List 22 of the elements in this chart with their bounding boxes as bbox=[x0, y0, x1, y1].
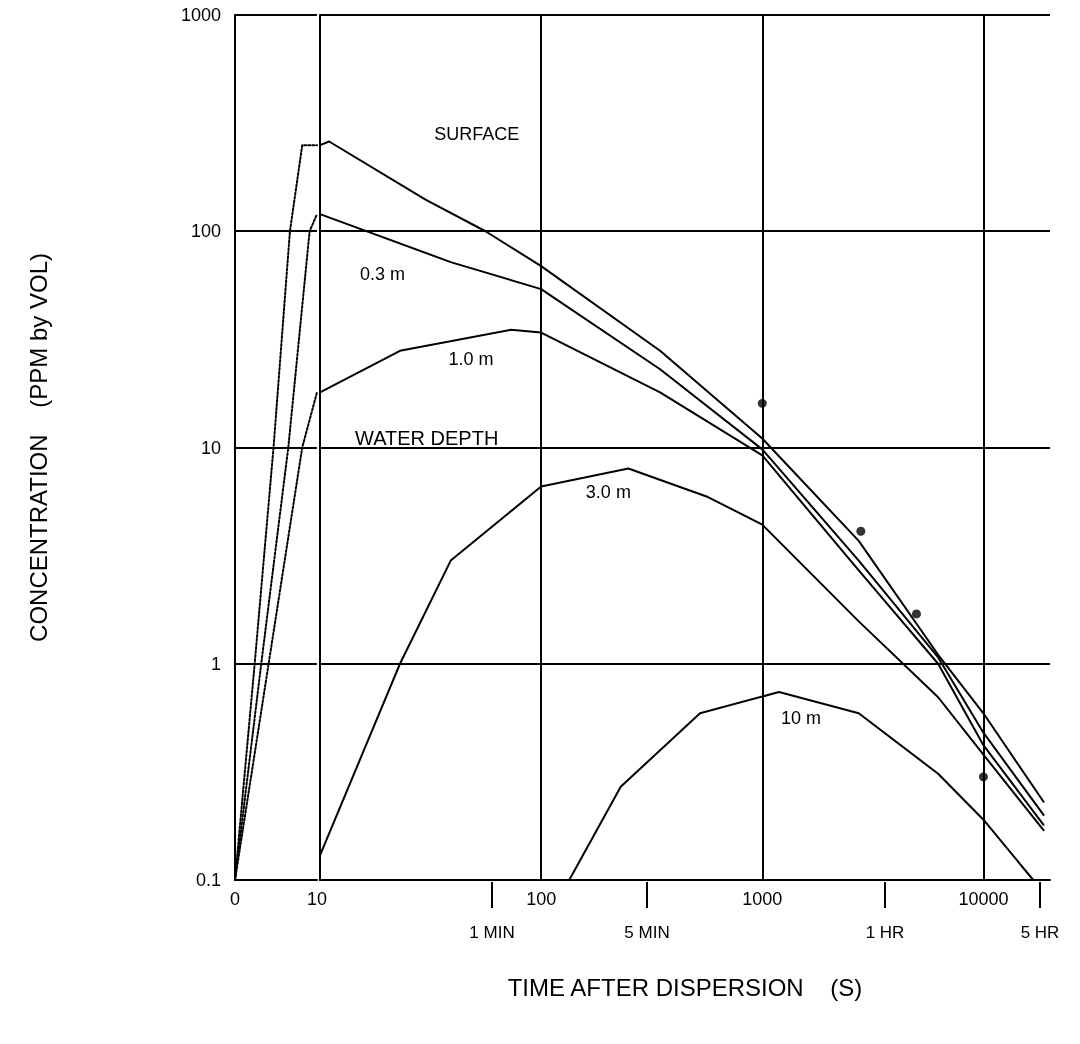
text: 1 MIN bbox=[469, 922, 515, 942]
x-axis-title: TIME AFTER DISPERSION (S) bbox=[507, 973, 863, 1001]
y-tick-label: 1 bbox=[210, 653, 221, 674]
x-tick-label: 0 bbox=[229, 889, 241, 909]
x-tick-label: 10 bbox=[306, 889, 327, 909]
series-label: 10 m bbox=[780, 708, 822, 729]
text: 5 MIN bbox=[624, 922, 670, 942]
x-tick-label: 10000 bbox=[958, 889, 1009, 909]
series-label: 3.0 m bbox=[585, 482, 631, 503]
series-label: 0.3 m bbox=[360, 264, 406, 285]
x-tick-label: 1000 bbox=[742, 889, 783, 909]
annotation: WATER DEPTH bbox=[355, 427, 499, 449]
text: SURFACE bbox=[434, 123, 520, 144]
y-tick-label: 100 bbox=[190, 221, 221, 242]
y-tick-label: 0.1 bbox=[195, 870, 221, 890]
text: 5 HR bbox=[1020, 922, 1060, 942]
y-tick-label: 10 bbox=[200, 437, 221, 458]
y-axis-title: CONCENTRATION (PPM by VOL) bbox=[24, 253, 52, 642]
x-tick-label: 100 bbox=[526, 889, 557, 909]
text: 1 HR bbox=[865, 922, 905, 942]
y-tick-label: 1000 bbox=[180, 5, 221, 25]
series-label: 1.0 m bbox=[448, 348, 494, 369]
